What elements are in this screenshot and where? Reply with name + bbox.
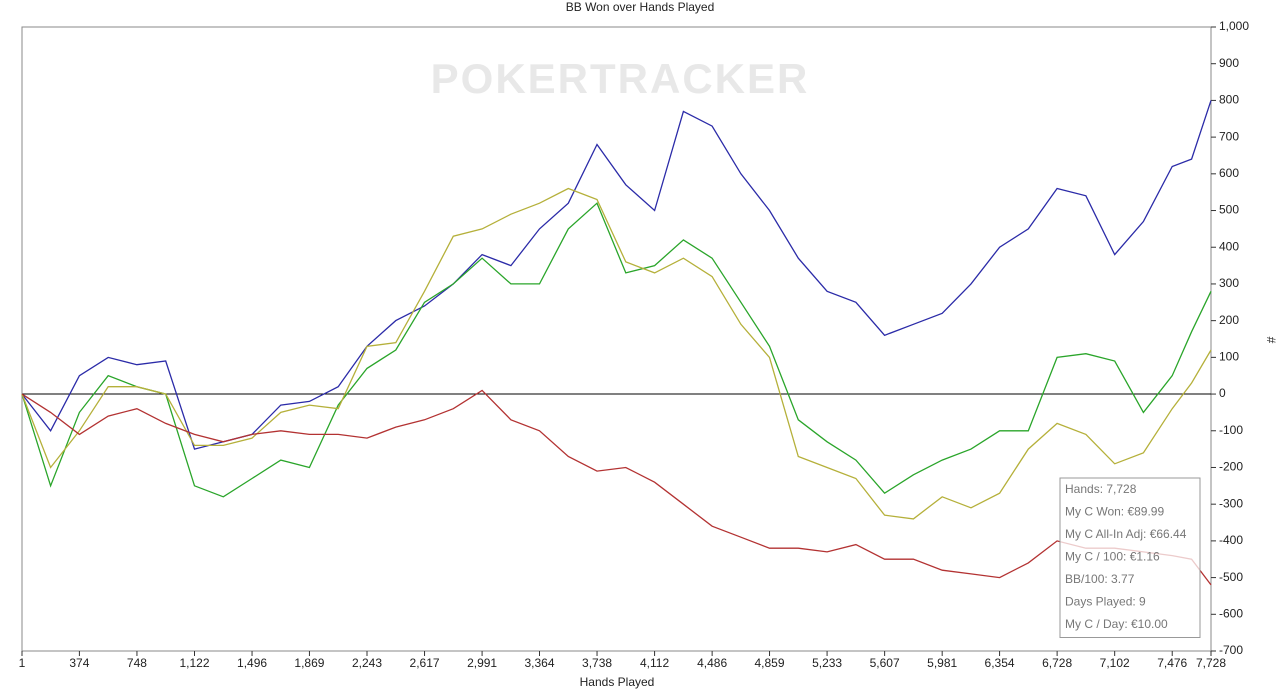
y-tick-label: 100 bbox=[1219, 350, 1239, 364]
x-tick-label: 7,102 bbox=[1100, 656, 1130, 670]
y-tick-label: 600 bbox=[1219, 166, 1239, 180]
x-tick-label: 1 bbox=[19, 656, 26, 670]
x-tick-label: 748 bbox=[127, 656, 147, 670]
y-tick-label: -500 bbox=[1219, 570, 1243, 584]
x-tick-label: 4,112 bbox=[640, 656, 669, 670]
y-tick-label: -200 bbox=[1219, 460, 1243, 474]
series-line bbox=[21, 100, 1212, 450]
x-tick-label: 4,486 bbox=[697, 656, 727, 670]
x-tick-label: 7,476 bbox=[1157, 656, 1187, 670]
stats-line: BB/100: 3.77 bbox=[1065, 572, 1135, 586]
x-tick-label: 5,233 bbox=[812, 656, 842, 670]
y-tick-label: 0 bbox=[1219, 386, 1226, 400]
y-tick-label: 400 bbox=[1219, 239, 1239, 253]
y-tick-label: 800 bbox=[1219, 93, 1239, 107]
x-tick-label: 5,607 bbox=[870, 656, 900, 670]
y-tick-label: -400 bbox=[1219, 533, 1243, 547]
y-axis-label: # bbox=[1264, 337, 1278, 344]
x-tick-label: 1,496 bbox=[237, 656, 267, 670]
x-tick-label: 3,364 bbox=[524, 656, 554, 670]
x-tick-label: 2,243 bbox=[352, 656, 382, 670]
y-tick-label: -700 bbox=[1219, 643, 1243, 657]
x-tick-label: 6,354 bbox=[985, 656, 1015, 670]
x-tick-label: 1,869 bbox=[294, 656, 324, 670]
y-tick-label: 300 bbox=[1219, 276, 1239, 290]
y-tick-label: 1,000 bbox=[1219, 19, 1249, 33]
stats-box bbox=[1059, 477, 1201, 638]
x-axis-label: Hands Played bbox=[580, 675, 655, 689]
plot-frame bbox=[21, 26, 1212, 652]
x-tick-label: 7,728 bbox=[1196, 656, 1226, 670]
chart-title: BB Won over Hands Played bbox=[566, 0, 715, 14]
y-tick-label: 200 bbox=[1219, 313, 1239, 327]
series-line bbox=[21, 389, 1212, 586]
stats-line: My C Won: €89.99 bbox=[1065, 505, 1164, 519]
watermark: POKERTRACKER bbox=[431, 55, 810, 102]
series-line bbox=[21, 187, 1212, 520]
stats-line: Days Played: 9 bbox=[1065, 595, 1146, 609]
x-tick-label: 2,617 bbox=[410, 656, 440, 670]
y-tick-label: -600 bbox=[1219, 606, 1243, 620]
x-tick-label: 4,859 bbox=[755, 656, 785, 670]
stats-line: My C All-In Adj: €66.44 bbox=[1065, 527, 1187, 541]
stats-line: My C / Day: €10.00 bbox=[1065, 617, 1168, 631]
y-tick-label: -100 bbox=[1219, 423, 1243, 437]
series-line bbox=[21, 202, 1212, 498]
stats-line: My C / 100: €1.16 bbox=[1065, 550, 1160, 564]
x-tick-label: 6,728 bbox=[1042, 656, 1072, 670]
x-tick-label: 1,122 bbox=[179, 656, 209, 670]
y-tick-label: -300 bbox=[1219, 496, 1243, 510]
x-tick-label: 5,981 bbox=[927, 656, 957, 670]
y-tick-label: 700 bbox=[1219, 129, 1239, 143]
x-tick-label: 374 bbox=[69, 656, 89, 670]
y-tick-label: 900 bbox=[1219, 56, 1239, 70]
y-tick-label: 500 bbox=[1219, 203, 1239, 217]
stats-line: Hands: 7,728 bbox=[1065, 482, 1137, 496]
x-tick-label: 2,991 bbox=[467, 656, 497, 670]
x-tick-label: 3,738 bbox=[582, 656, 612, 670]
